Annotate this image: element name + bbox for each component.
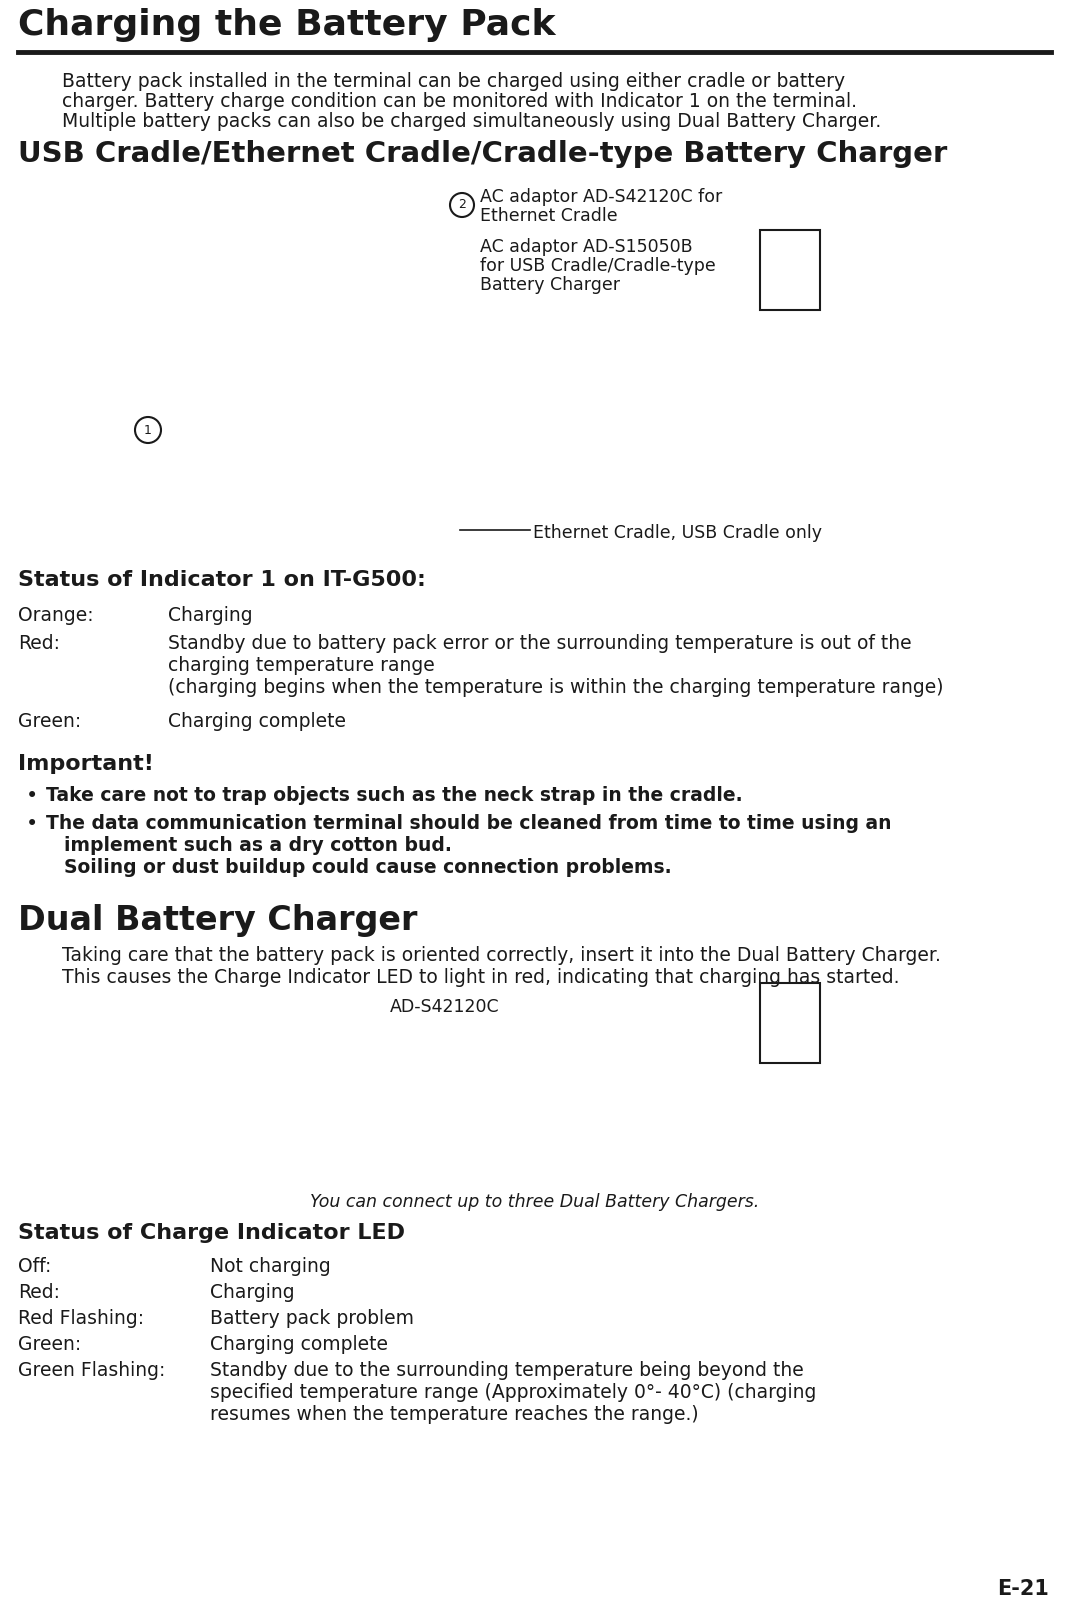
Text: resumes when the temperature reaches the range.): resumes when the temperature reaches the… <box>210 1405 699 1425</box>
Text: charger. Battery charge condition can be monitored with Indicator 1 on the termi: charger. Battery charge condition can be… <box>62 92 857 112</box>
Text: Take care not to trap objects such as the neck strap in the cradle.: Take care not to trap objects such as th… <box>46 785 743 805</box>
Text: Status of Charge Indicator LED: Status of Charge Indicator LED <box>18 1222 405 1243</box>
Text: Red Flashing:: Red Flashing: <box>18 1310 144 1328</box>
Text: for USB Cradle/Cradle-type: for USB Cradle/Cradle-type <box>480 257 716 275</box>
Text: Taking care that the battery pack is oriented correctly, insert it into the Dual: Taking care that the battery pack is ori… <box>62 945 941 965</box>
Text: Charging complete: Charging complete <box>168 712 346 732</box>
Text: 2: 2 <box>458 199 466 212</box>
Text: Battery Charger: Battery Charger <box>480 275 620 295</box>
Text: Charging: Charging <box>168 606 252 625</box>
Text: Status of Indicator 1 on IT-G500:: Status of Indicator 1 on IT-G500: <box>18 570 425 589</box>
Text: Battery pack problem: Battery pack problem <box>210 1310 414 1328</box>
Text: (charging begins when the temperature is within the charging temperature range): (charging begins when the temperature is… <box>168 678 944 698</box>
Text: Charging: Charging <box>210 1282 295 1302</box>
Text: You can connect up to three Dual Battery Chargers.: You can connect up to three Dual Battery… <box>310 1193 759 1211</box>
Text: AC adaptor AD-S15050B: AC adaptor AD-S15050B <box>480 238 693 256</box>
Text: USB Cradle/Ethernet Cradle/Cradle-type Battery Charger: USB Cradle/Ethernet Cradle/Cradle-type B… <box>18 139 947 168</box>
Text: Ethernet Cradle: Ethernet Cradle <box>480 207 618 225</box>
Bar <box>760 983 820 1064</box>
Text: E-21: E-21 <box>997 1579 1049 1600</box>
Text: Charging the Battery Pack: Charging the Battery Pack <box>18 8 556 42</box>
Bar <box>760 230 820 309</box>
Text: Orange:: Orange: <box>18 606 94 625</box>
Text: Standby due to battery pack error or the surrounding temperature is out of the: Standby due to battery pack error or the… <box>168 635 912 652</box>
Text: Red:: Red: <box>18 635 60 652</box>
Text: specified temperature range (Approximately 0°- 40°C) (charging: specified temperature range (Approximate… <box>210 1383 817 1402</box>
Text: The data communication terminal should be cleaned from time to time using an: The data communication terminal should b… <box>46 814 892 834</box>
Text: Standby due to the surrounding temperature being beyond the: Standby due to the surrounding temperatu… <box>210 1362 804 1379</box>
Text: Green Flashing:: Green Flashing: <box>18 1362 166 1379</box>
Text: •: • <box>26 785 38 806</box>
Text: Off:: Off: <box>18 1256 51 1276</box>
Text: AC adaptor AD-S42120C for: AC adaptor AD-S42120C for <box>480 188 723 206</box>
Text: Ethernet Cradle, USB Cradle only: Ethernet Cradle, USB Cradle only <box>533 525 822 542</box>
Text: Not charging: Not charging <box>210 1256 330 1276</box>
Text: Red:: Red: <box>18 1282 60 1302</box>
Text: charging temperature range: charging temperature range <box>168 656 435 675</box>
Text: Charging complete: Charging complete <box>210 1336 388 1353</box>
Text: AD-S42120C: AD-S42120C <box>390 997 499 1017</box>
Text: •: • <box>26 814 38 834</box>
Text: implement such as a dry cotton bud.: implement such as a dry cotton bud. <box>64 835 452 855</box>
Text: This causes the Charge Indicator LED to light in red, indicating that charging h: This causes the Charge Indicator LED to … <box>62 968 899 988</box>
Text: Green:: Green: <box>18 712 81 732</box>
Text: Multiple battery packs can also be charged simultaneously using Dual Battery Cha: Multiple battery packs can also be charg… <box>62 112 881 131</box>
Text: Dual Battery Charger: Dual Battery Charger <box>18 903 417 937</box>
Text: Soiling or dust buildup could cause connection problems.: Soiling or dust buildup could cause conn… <box>64 858 671 877</box>
Text: 1: 1 <box>144 424 152 437</box>
Text: Green:: Green: <box>18 1336 81 1353</box>
Text: Battery pack installed in the terminal can be charged using either cradle or bat: Battery pack installed in the terminal c… <box>62 71 846 91</box>
Text: Important!: Important! <box>18 754 154 774</box>
